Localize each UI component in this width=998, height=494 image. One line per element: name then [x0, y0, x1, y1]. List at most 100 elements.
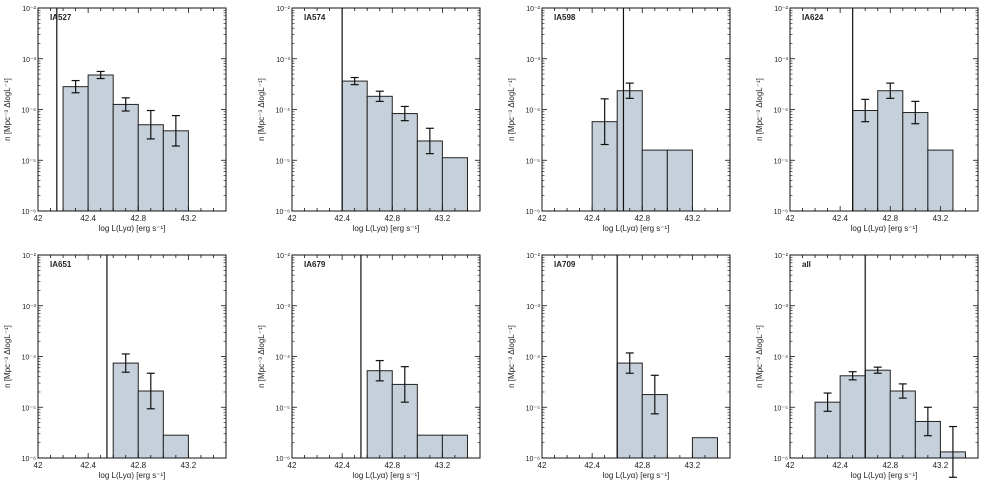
histogram-bar — [112, 103, 139, 212]
x-tick-label: 43.2 — [933, 214, 949, 223]
x-tick-label: 42.4 — [80, 214, 96, 223]
histogram-bar — [864, 369, 891, 459]
y-tick-label: 10⁻⁵ — [276, 158, 290, 165]
histogram-bar — [616, 90, 643, 212]
y-tick-label: 10⁻⁶ — [22, 209, 36, 216]
y-tick-label: 10⁻⁴ — [276, 355, 291, 362]
y-tick-label: 10⁻⁴ — [22, 108, 37, 115]
histogram-bar — [839, 375, 866, 459]
y-tick-label: 10⁻³ — [774, 304, 788, 311]
y-tick-label: 10⁻⁵ — [22, 158, 36, 165]
histogram-bar — [641, 149, 668, 212]
y-axis-label: n [Mpc⁻³ ΔlogL⁻¹] — [507, 325, 516, 388]
y-tick-label: 10⁻³ — [774, 57, 788, 64]
x-axis-label: log L(Lyα) [erg s⁻¹] — [99, 471, 166, 480]
y-tick-label: 10⁻⁵ — [774, 158, 788, 165]
y-tick-label: 10⁻⁵ — [774, 405, 788, 412]
panel-ia598: 42 42.4 42.8 43.2 10⁻⁶ 10⁻⁵ 10⁻⁴ 10⁻³ 10⁻² IA598 l… — [507, 6, 731, 233]
y-tick-label: 10⁻³ — [22, 57, 36, 64]
x-axis-label: log L(Lyα) [erg s⁻¹] — [603, 471, 670, 480]
y-tick-label: 10⁻² — [526, 253, 540, 260]
histogram-bar — [441, 434, 468, 459]
x-tick-label: 42.8 — [384, 461, 400, 470]
x-tick-label: 42.4 — [832, 214, 848, 223]
y-tick-label: 10⁻² — [22, 253, 36, 260]
x-axis-label: log L(Lyα) [erg s⁻¹] — [353, 471, 420, 480]
x-tick-label: 42.8 — [384, 214, 400, 223]
x-tick-label: 42 — [786, 461, 795, 470]
panel-label: IA574 — [304, 13, 326, 22]
x-tick-label: 42 — [34, 461, 43, 470]
x-tick-label: 43.2 — [181, 461, 197, 470]
y-tick-label: 10⁻² — [276, 253, 290, 260]
panel-label: IA651 — [50, 260, 72, 269]
x-axis-label: log L(Lyα) [erg s⁻¹] — [851, 224, 918, 233]
y-tick-label: 10⁻⁴ — [526, 108, 541, 115]
x-tick-label: 43.2 — [933, 461, 949, 470]
panel-label: IA624 — [802, 13, 824, 22]
y-tick-label: 10⁻⁵ — [22, 405, 36, 412]
histogram-bar — [927, 149, 954, 212]
panel-ia574: 42 42.4 42.8 43.2 10⁻⁶ 10⁻⁵ 10⁻⁴ 10⁻³ 10⁻² IA574 l… — [257, 6, 481, 233]
panel-ia527: 42 42.4 42.8 43.2 10⁻⁶ 10⁻⁵ 10⁻⁴ 10⁻³ 10⁻² IA527 l… — [3, 6, 227, 233]
y-axis-label: n [Mpc⁻³ ΔlogL⁻¹] — [755, 78, 764, 141]
y-tick-label: 10⁻³ — [276, 304, 290, 311]
histogram-bar — [852, 110, 879, 212]
panel-label: IA598 — [554, 13, 576, 22]
panel-ia679: 42 42.4 42.8 43.2 10⁻⁶ 10⁻⁵ 10⁻⁴ 10⁻³ 10⁻² IA679 l… — [257, 253, 481, 480]
x-tick-label: 43.2 — [435, 461, 451, 470]
y-tick-label: 10⁻⁶ — [526, 209, 540, 216]
histogram-bar — [162, 434, 189, 459]
x-tick-label: 42 — [538, 461, 547, 470]
histogram-bar — [691, 437, 718, 459]
y-tick-label: 10⁻³ — [22, 304, 36, 311]
x-tick-label: 42.4 — [584, 461, 600, 470]
histogram-bar — [877, 90, 904, 212]
y-tick-label: 10⁻⁵ — [276, 405, 290, 412]
panel-all: 42 42.4 42.8 43.2 10⁻⁶ 10⁻⁵ 10⁻⁴ 10⁻³ 10⁻² all log… — [755, 253, 979, 480]
y-tick-label: 10⁻³ — [276, 57, 290, 64]
x-tick-label: 42 — [288, 461, 297, 470]
y-tick-label: 10⁻⁶ — [774, 456, 788, 463]
y-axis-label: n [Mpc⁻³ ΔlogL⁻¹] — [257, 78, 266, 141]
panel-label: IA709 — [554, 260, 576, 269]
panel-label: all — [802, 260, 811, 269]
y-axis-label: n [Mpc⁻³ ΔlogL⁻¹] — [3, 78, 12, 141]
histogram-bar — [902, 112, 929, 212]
y-tick-label: 10⁻² — [774, 253, 788, 260]
y-tick-label: 10⁻² — [22, 6, 36, 13]
y-tick-label: 10⁻⁵ — [526, 158, 540, 165]
y-tick-label: 10⁻⁴ — [526, 355, 541, 362]
y-tick-label: 10⁻³ — [526, 304, 540, 311]
panel-label: IA527 — [50, 13, 72, 22]
panel-ia624: 42 42.4 42.8 43.2 10⁻⁶ 10⁻⁵ 10⁻⁴ 10⁻³ 10⁻² IA624 l… — [755, 6, 979, 233]
x-tick-label: 42.8 — [634, 461, 650, 470]
histogram-bar — [666, 149, 693, 212]
histogram-bar — [87, 74, 114, 212]
x-tick-label: 42.4 — [334, 214, 350, 223]
histogram-bar — [441, 157, 468, 212]
y-tick-label: 10⁻⁴ — [774, 355, 789, 362]
y-axis-label: n [Mpc⁻³ ΔlogL⁻¹] — [507, 78, 516, 141]
y-tick-label: 10⁻⁶ — [526, 456, 540, 463]
x-tick-label: 42.4 — [584, 214, 600, 223]
x-tick-label: 42.8 — [882, 461, 898, 470]
y-tick-label: 10⁻² — [774, 6, 788, 13]
x-tick-label: 43.2 — [435, 214, 451, 223]
x-tick-label: 42.4 — [832, 461, 848, 470]
histogram-bar — [416, 434, 443, 459]
y-tick-label: 10⁻⁴ — [22, 355, 37, 362]
x-tick-label: 42.8 — [634, 214, 650, 223]
x-tick-label: 43.2 — [685, 461, 701, 470]
histogram-bar — [391, 113, 418, 212]
histogram-bar — [341, 80, 368, 212]
x-tick-label: 43.2 — [685, 214, 701, 223]
x-tick-label: 42 — [786, 214, 795, 223]
y-axis-label: n [Mpc⁻³ ΔlogL⁻¹] — [257, 325, 266, 388]
x-tick-label: 42.8 — [882, 214, 898, 223]
x-axis-label: log L(Lyα) [erg s⁻¹] — [851, 471, 918, 480]
x-tick-label: 42 — [538, 214, 547, 223]
y-tick-label: 10⁻⁴ — [276, 108, 291, 115]
